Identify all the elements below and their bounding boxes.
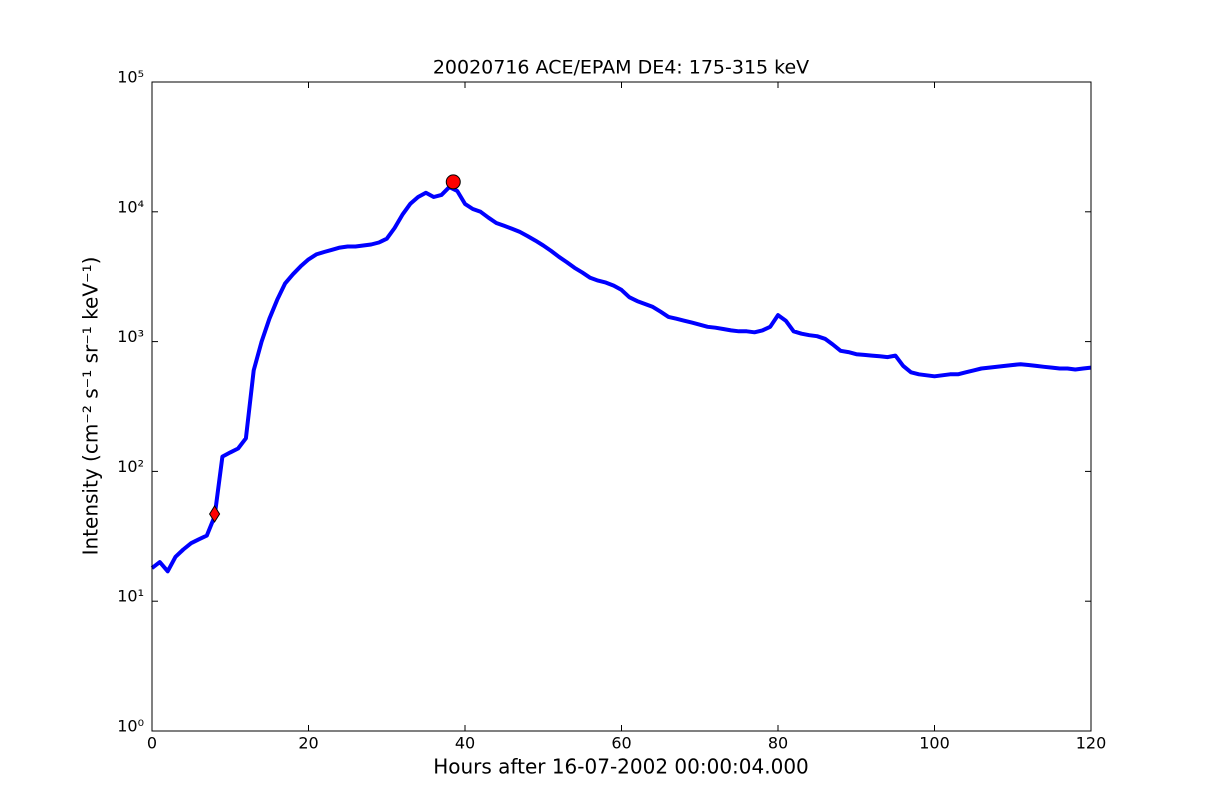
x-tick-label: 0 xyxy=(147,734,157,753)
x-axis-label: Hours after 16-07-2002 00:00:04.000 xyxy=(433,755,809,779)
marker xyxy=(209,505,221,523)
y-tick-label: 10⁵ xyxy=(117,68,144,87)
y-tick-label: 10² xyxy=(117,457,144,476)
x-tick-label: 20 xyxy=(298,734,318,753)
x-tick-label: 100 xyxy=(919,734,950,753)
y-tick-label: 10¹ xyxy=(117,587,144,606)
x-tick-label: 80 xyxy=(768,734,788,753)
y-tick-label: 10³ xyxy=(117,327,144,346)
chart-title: 20020716 ACE/EPAM DE4: 175-315 keV xyxy=(433,57,809,79)
x-tick-label: 120 xyxy=(1076,734,1107,753)
x-tick-label: 60 xyxy=(611,734,631,753)
x-tick-label: 40 xyxy=(455,734,475,753)
plot-frame xyxy=(151,81,1092,732)
data-line xyxy=(150,185,1092,574)
y-tick-label: 10⁰ xyxy=(117,717,144,736)
y-axis-label: Intensity (cm⁻² s⁻¹ sr⁻¹ keV⁻¹) xyxy=(79,257,103,556)
marker xyxy=(445,174,461,190)
y-tick-label: 10⁴ xyxy=(117,197,144,216)
